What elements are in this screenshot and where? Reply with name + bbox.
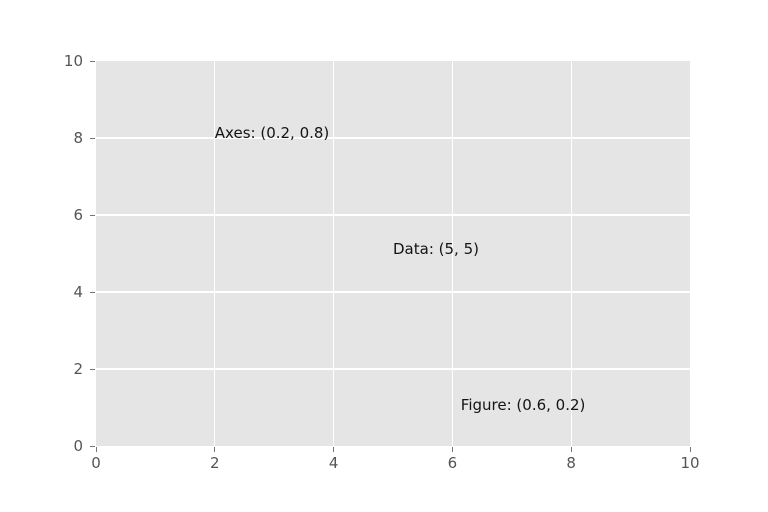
gridline-vertical <box>332 61 335 446</box>
x-tick-mark <box>451 446 453 452</box>
gridline-horizontal <box>96 368 690 370</box>
y-tick-label: 8 <box>73 129 83 147</box>
annotation-figure-coords: Figure: (0.6, 0.2) <box>460 395 586 414</box>
x-tick-label: 4 <box>328 453 339 472</box>
x-tick-mark <box>333 446 335 452</box>
x-tick-mark <box>689 446 691 452</box>
annotation-data-coords: Data: (5, 5) <box>393 239 479 258</box>
y-tick-label: 0 <box>73 437 83 455</box>
y-tick-mark <box>90 368 95 370</box>
x-tick-label: 0 <box>91 453 101 472</box>
x-tick-mark <box>570 446 572 452</box>
gridline-horizontal <box>96 291 690 293</box>
y-tick-mark <box>90 214 95 216</box>
x-tick-label: 10 <box>680 453 700 472</box>
annotation-axes-coords: Axes: (0.2, 0.8) <box>214 124 330 142</box>
x-tick-label: 8 <box>566 453 576 472</box>
gridline-vertical <box>570 61 572 446</box>
y-tick-mark <box>90 445 95 447</box>
y-tick-label: 10 <box>63 52 83 70</box>
gridline-horizontal <box>96 214 690 216</box>
gridline-vertical <box>214 61 216 446</box>
y-tick-mark <box>90 291 95 293</box>
y-tick-label: 2 <box>73 360 83 378</box>
plot-area <box>96 61 690 446</box>
y-tick-mark <box>90 137 95 139</box>
x-tick-label: 6 <box>447 453 458 472</box>
y-tick-label: 4 <box>73 283 83 301</box>
gridline-vertical <box>451 61 454 446</box>
x-tick-mark <box>214 446 216 452</box>
y-tick-label: 6 <box>73 206 83 224</box>
gridline-horizontal <box>96 137 690 139</box>
y-tick-mark <box>90 60 95 62</box>
x-tick-mark <box>95 446 97 452</box>
x-tick-label: 2 <box>210 453 220 472</box>
